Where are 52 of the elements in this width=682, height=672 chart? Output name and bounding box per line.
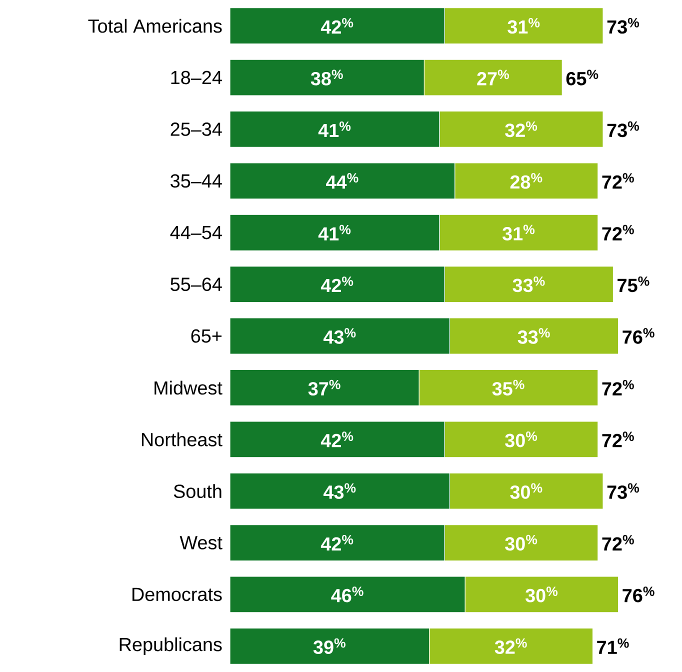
data-label: 32$^{%}$ (494, 638, 527, 654)
y-tick-label: West (180, 536, 222, 550)
y-tick-label: 18–24 (171, 70, 222, 84)
data-label: 37$^{%}$ (308, 380, 340, 396)
data-label: 30$^{%}$ (505, 432, 538, 448)
data-label: 35$^{%}$ (492, 380, 524, 396)
data-label: 31$^{%}$ (508, 18, 540, 34)
data-label: 30$^{%}$ (525, 586, 558, 602)
data-label: 38$^{%}$ (310, 70, 343, 86)
data-label: 42$^{%}$ (320, 535, 354, 550)
data-label: 42$^{%}$ (320, 276, 354, 292)
data-label: 33$^{%}$ (518, 328, 550, 344)
total-label: 72$^{%}$ (602, 380, 634, 396)
data-label: 30$^{%}$ (510, 483, 542, 499)
data-label: 41$^{%}$ (318, 224, 351, 240)
data-label: 31$^{%}$ (502, 224, 535, 240)
data-label: 28$^{%}$ (510, 173, 542, 189)
y-tick-label: Republicans (120, 637, 222, 655)
total-label: 72$^{%}$ (602, 535, 634, 550)
total-label: 71$^{%}$ (597, 638, 629, 654)
data-label: 43$^{%}$ (323, 483, 356, 499)
total-label: 75$^{%}$ (618, 276, 650, 292)
y-tick-label: 44–54 (170, 226, 222, 240)
data-label: 32$^{%}$ (505, 121, 538, 138)
total-label: 73$^{%}$ (607, 18, 640, 34)
total-label: 73$^{%}$ (607, 121, 640, 138)
total-label: 73$^{%}$ (607, 483, 640, 499)
data-label: 43$^{%}$ (323, 328, 356, 344)
y-tick-label: 35–44 (170, 174, 222, 188)
total-label: 72$^{%}$ (602, 224, 634, 240)
data-label: 39$^{%}$ (313, 638, 346, 654)
data-label: 27$^{%}$ (477, 70, 509, 86)
total-label: 72$^{%}$ (602, 173, 634, 189)
y-tick-label: Democrats (132, 588, 222, 602)
data-label: 41$^{%}$ (318, 121, 351, 137)
total-label: 76$^{%}$ (622, 586, 654, 602)
y-tick-label: 65+ (191, 329, 222, 343)
data-label: 30$^{%}$ (505, 534, 538, 551)
y-tick-label: Total Americans (88, 18, 222, 33)
data-label: 44$^{%}$ (326, 173, 358, 189)
total-label: 76$^{%}$ (622, 328, 654, 344)
total-label: 72$^{%}$ (602, 432, 634, 448)
y-tick-label: 55–64 (170, 278, 222, 292)
y-tick-label: South (174, 484, 222, 498)
total-label: 65$^{%}$ (566, 70, 598, 86)
y-tick-label: Northeast (142, 432, 222, 446)
data-label: 42$^{%}$ (320, 18, 354, 34)
y-tick-label: Midwest (154, 380, 222, 395)
data-label: 33$^{%}$ (512, 276, 545, 292)
y-tick-label: 25–34 (170, 122, 222, 136)
data-label: 46$^{%}$ (331, 586, 364, 602)
data-label: 42$^{%}$ (320, 432, 354, 448)
